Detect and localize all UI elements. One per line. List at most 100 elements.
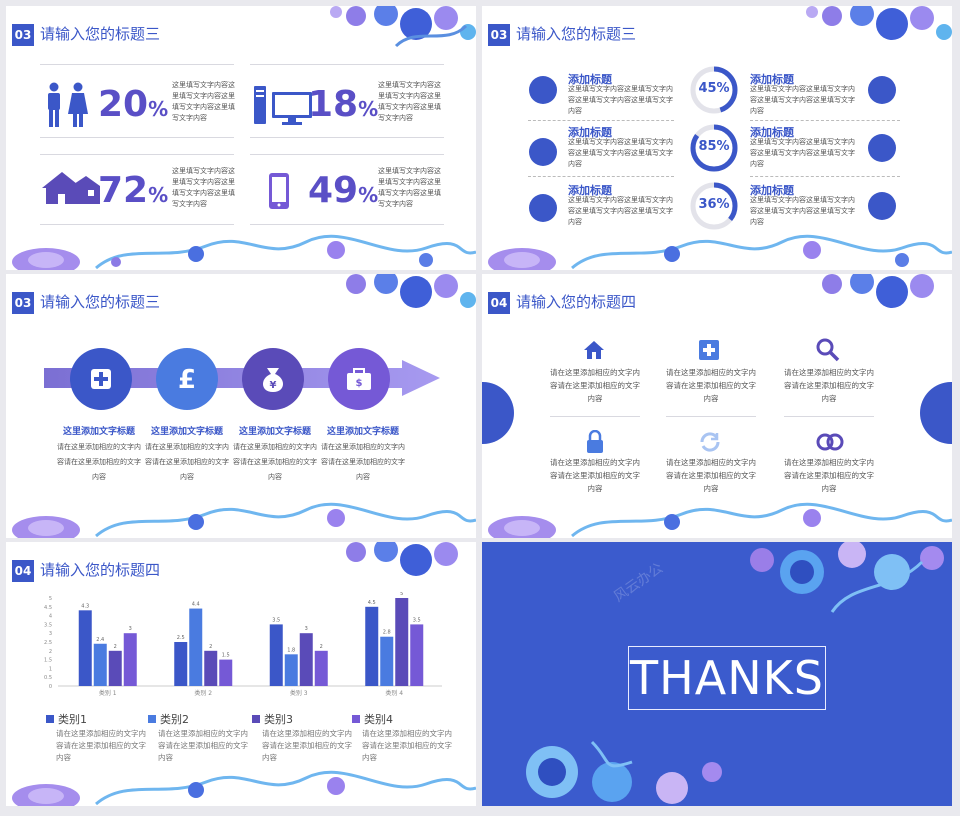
divider: [750, 120, 900, 121]
x-tick-label: 类别 3: [290, 689, 308, 697]
footprint-badge-icon: [868, 192, 896, 220]
step-text: 请在这里添加相应的文字内容请在这里添加相应的文字内容: [145, 443, 229, 481]
refresh-icon: [700, 432, 720, 452]
divider: [250, 224, 444, 225]
legend-item: 类别4: [352, 711, 393, 727]
bar-value-label: 2.8: [383, 630, 391, 636]
legend-swatch: [352, 715, 360, 723]
step-text: 请在这里添加相应的文字内容请在这里添加相应的文字内容: [57, 443, 141, 481]
svg-text:£: £: [178, 365, 196, 395]
step-circle-money-bag-icon: ¥: [242, 348, 304, 410]
bar-value-label: 3.5: [272, 617, 280, 623]
home-icon: [584, 341, 604, 359]
bar: [380, 636, 394, 686]
section-number: 03: [488, 24, 510, 46]
bar-value-label: 2.4: [96, 637, 104, 643]
item-text: 这里填写文字内容这里填写文字内容这里填写文字内容这里填写文字内容: [568, 85, 673, 115]
x-tick-label: 类别 4: [385, 689, 403, 697]
y-tick-label: 2: [49, 649, 52, 655]
section-number: 04: [488, 292, 510, 314]
flower-corner-decoration: [750, 542, 944, 613]
svg-text:¥: ¥: [270, 380, 277, 391]
flower-bottom-decoration: [12, 234, 476, 270]
y-tick-label: 3.5: [44, 622, 52, 628]
legend-swatch: [252, 715, 260, 723]
slide-3[interactable]: 03 请输入您的标题三 £ ¥ $ 这里添加文字标题 请在这里添加相应的文字内容…: [6, 274, 476, 538]
divider: [40, 137, 234, 138]
item-text: 请在这里添加相应的文字内容请在这里添加相应的文字内容: [666, 368, 756, 403]
legend-text: 请在这里添加相应的文字内容请在这里添加相应的文字内容: [362, 729, 452, 762]
divider: [250, 64, 444, 65]
y-tick-label: 5: [49, 596, 52, 602]
stat-value: 72%: [98, 170, 169, 211]
flower-bottom-decoration: [12, 502, 476, 538]
slide-6-thanks[interactable]: 风云办公 THANKS: [482, 542, 952, 806]
item-heading: 添加标题: [568, 184, 612, 197]
legend-text: 请在这里添加相应的文字内容请在这里添加相应的文字内容: [56, 729, 146, 762]
bar: [78, 610, 92, 686]
divider: [40, 154, 234, 155]
item-text: 这里填写文字内容这里填写文字内容这里填写文字内容这里填写文字内容: [750, 138, 855, 168]
slide-title: 请输入您的标题四: [516, 293, 637, 311]
ring-label: 45%: [698, 81, 730, 96]
bar-value-label: 3.5: [413, 617, 421, 623]
slide-title: 请输入您的标题三: [516, 25, 637, 43]
divider: [40, 64, 234, 65]
slide-2[interactable]: 03 请输入您的标题三 添加标题 这里填写文字内容这里填写文字内容这里填写文字内…: [482, 6, 952, 270]
search-icon: [816, 338, 840, 362]
footprint-badge-icon: [529, 76, 557, 104]
computer-icon: [254, 86, 312, 125]
bar: [284, 654, 298, 686]
stat-description: 这里填写文字内容这里填写文字内容这里填写文字内容这里填写文字内容: [172, 81, 235, 122]
stat-description: 这里填写文字内容这里填写文字内容这里填写文字内容这里填写文字内容: [172, 167, 235, 208]
legend-item: 类别3: [252, 711, 293, 727]
bar-value-label: 2: [114, 644, 117, 650]
stat-value: 49%: [308, 170, 379, 211]
divider: [40, 224, 234, 225]
bar-value-label: 5: [400, 592, 403, 597]
plus-square-icon: [699, 340, 719, 360]
divider: [750, 176, 900, 177]
stat-description: 这里填写文字内容这里填写文字内容这里填写文字内容这里填写文字内容: [378, 81, 441, 122]
bar: [395, 598, 409, 686]
phone-icon: [269, 173, 289, 209]
legend-item: 类别1: [46, 711, 87, 727]
flower-corner-decoration: [822, 274, 934, 308]
bar-value-label: 2: [209, 644, 212, 650]
bar-value-label: 3: [129, 626, 132, 632]
flower-corner-decoration: [330, 6, 476, 48]
divider: [784, 416, 874, 417]
divider: [528, 176, 674, 177]
bar: [299, 633, 313, 686]
item-heading: 添加标题: [568, 126, 612, 139]
divider: [250, 154, 444, 155]
plane-badge-icon: [868, 134, 896, 162]
slide-4[interactable]: 04 请输入您的标题四 请在这里添加相应的文字内容请在这里添加相应的文字内容 请…: [482, 274, 952, 538]
flower-bottom-decoration: [12, 770, 476, 806]
bar-chart: 0 0.5 1 1.5 2 2.5 3 3.5 4 4.5 5 4.3 2.4 2 3 类别 1 2.5 4.4 2…: [44, 592, 442, 697]
y-tick-label: 1: [49, 666, 52, 672]
divider: [528, 120, 674, 121]
progress-ring: [690, 182, 738, 230]
y-tick-label: 1.5: [44, 658, 52, 664]
item-text: 这里填写文字内容这里填写文字内容这里填写文字内容这里填写文字内容: [568, 196, 673, 226]
divider: [550, 416, 640, 417]
svg-text:$: $: [356, 378, 363, 389]
house-icon: [42, 172, 100, 204]
bar-value-label: 1.8: [287, 647, 295, 653]
watermark: 风云办公: [611, 560, 667, 606]
x-tick-label: 类别 1: [99, 689, 117, 697]
step-heading: 这里添加文字标题: [62, 427, 135, 437]
step-text: 请在这里添加相应的文字内容请在这里添加相应的文字内容: [321, 443, 405, 481]
section-number: 03: [12, 292, 34, 314]
ring-label: 36%: [698, 197, 730, 212]
slide-5[interactable]: 04 请输入您的标题四 0 0.5 1 1.5 2 2.5 3 3.5 4 4.5 5 4.3 2.4 2…: [6, 542, 476, 806]
item-text: 这里填写文字内容这里填写文字内容这里填写文字内容这里填写文字内容: [568, 138, 673, 168]
stat-value: 18%: [308, 84, 379, 125]
x-tick-label: 类别 2: [194, 689, 212, 697]
bar: [365, 606, 379, 686]
people-icon: [48, 82, 88, 127]
tent-badge-icon: [868, 76, 896, 104]
y-tick-label: 4.5: [44, 605, 52, 611]
slide-1[interactable]: 03 请输入您的标题三 20% 这里填写文字内容这里填写文字内容这里填写文字内容…: [6, 6, 476, 270]
